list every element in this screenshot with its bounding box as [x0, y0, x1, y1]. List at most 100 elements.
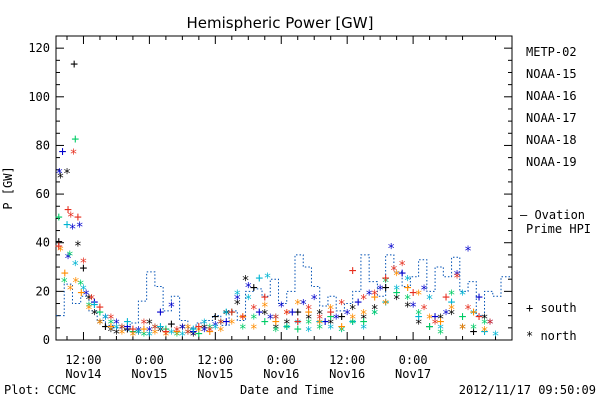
data-point: +	[228, 305, 236, 320]
data-point: +	[316, 315, 324, 330]
data-point: *	[74, 240, 82, 255]
data-point: *	[96, 318, 104, 333]
x-tick-date: Nov15	[197, 367, 233, 381]
data-point: *	[360, 313, 368, 328]
data-point: *	[393, 293, 401, 308]
data-point: *	[371, 303, 379, 318]
data-point: *	[305, 325, 313, 340]
data-point: *	[184, 327, 192, 342]
data-point: *	[206, 322, 214, 337]
data-point: *	[437, 327, 445, 342]
data-point: *	[349, 303, 357, 318]
ovation-prime-line	[56, 254, 512, 331]
x-axis-label: Date and Time	[240, 383, 334, 397]
data-point: +	[211, 310, 219, 325]
data-point: *	[200, 322, 208, 337]
data-point: *	[67, 211, 75, 226]
y-tick-label: 100	[28, 90, 50, 104]
data-point: +	[162, 324, 170, 339]
data-point: +	[321, 315, 329, 330]
data-point: *	[217, 318, 225, 333]
data-point: *	[371, 288, 379, 303]
data-point: *	[200, 318, 208, 333]
data-point: +	[124, 319, 132, 334]
data-point: *	[327, 318, 335, 333]
data-point: +	[102, 319, 110, 334]
data-point: *	[151, 327, 159, 342]
data-point: *	[393, 283, 401, 298]
data-point: +	[294, 322, 302, 337]
data-point: *	[305, 313, 313, 328]
data-point: +	[77, 285, 85, 300]
data-point: *	[283, 308, 291, 323]
data-point: *	[102, 313, 110, 328]
data-point: *	[167, 327, 175, 342]
data-point: *	[393, 269, 401, 284]
data-point: *	[299, 298, 307, 313]
data-point: *	[250, 322, 258, 337]
data-point: *	[162, 330, 170, 345]
data-points: +**+*+***+** + ** *+ * * *+ *** +** *+* **+ ***+* **…	[55, 57, 500, 345]
data-point: *	[404, 274, 412, 289]
data-point: +	[475, 310, 483, 325]
data-point: *	[272, 325, 280, 340]
data-point: *	[85, 301, 93, 316]
data-point: *	[118, 322, 126, 337]
data-point: *	[228, 318, 236, 333]
plot-frame	[55, 35, 513, 341]
data-point: *	[56, 245, 64, 260]
data-point: +	[124, 315, 132, 330]
data-point: *	[85, 303, 93, 318]
data-point: +	[327, 310, 335, 325]
x-axis: 12:00Nov140:00Nov1512:00Nov150:00Nov1612…	[65, 36, 513, 381]
data-point: *	[211, 320, 219, 335]
x-tick-date: Nov15	[131, 367, 167, 381]
data-point: *	[178, 322, 186, 337]
data-point: *	[134, 327, 142, 342]
data-point: *	[167, 301, 175, 316]
data-point: *	[437, 313, 445, 328]
data-point: *	[404, 301, 412, 316]
data-point: *	[151, 322, 159, 337]
data-point: *	[327, 303, 335, 318]
data-point: *	[102, 313, 110, 328]
data-point: *	[360, 308, 368, 323]
data-point: *	[415, 288, 423, 303]
data-point: *	[206, 325, 214, 340]
data-point: *	[316, 322, 324, 337]
data-point: +	[129, 322, 137, 337]
data-point: *	[239, 313, 247, 328]
y-tick-label: 20	[36, 284, 50, 298]
data-point: *	[390, 264, 398, 279]
data-point: *	[113, 318, 121, 333]
data-point: *	[420, 303, 428, 318]
data-point: +	[59, 144, 67, 159]
data-point: *	[217, 325, 225, 340]
data-point: +	[349, 263, 357, 278]
data-point: *	[63, 167, 71, 182]
data-point: *	[272, 313, 280, 328]
x-tick-date: Nov17	[395, 367, 431, 381]
data-point: +	[404, 280, 412, 295]
data-point: *	[316, 318, 324, 333]
legend: METP-02 NOAA-15 NOAA-16 NOAA-17 NOAA-18 NOAA-…	[520, 45, 591, 343]
data-point: *	[88, 293, 96, 308]
data-point: *	[70, 147, 78, 162]
data-point: *	[283, 318, 291, 333]
legend-entry: NOAA-18	[526, 133, 577, 147]
data-point: +	[283, 319, 291, 334]
data-point: *	[448, 288, 456, 303]
data-point: *	[470, 308, 478, 323]
data-point: *	[332, 313, 340, 328]
plot-credit: Plot: CCMC	[4, 383, 76, 397]
data-point: *	[242, 274, 250, 289]
data-point: +	[129, 324, 137, 339]
data-point: *	[261, 308, 269, 323]
data-point: +	[382, 280, 390, 295]
data-point: *	[448, 303, 456, 318]
data-point: *	[129, 330, 137, 345]
data-point: +	[80, 261, 88, 276]
legend-entry: NOAA-16	[526, 89, 577, 103]
data-point: *	[118, 327, 126, 342]
